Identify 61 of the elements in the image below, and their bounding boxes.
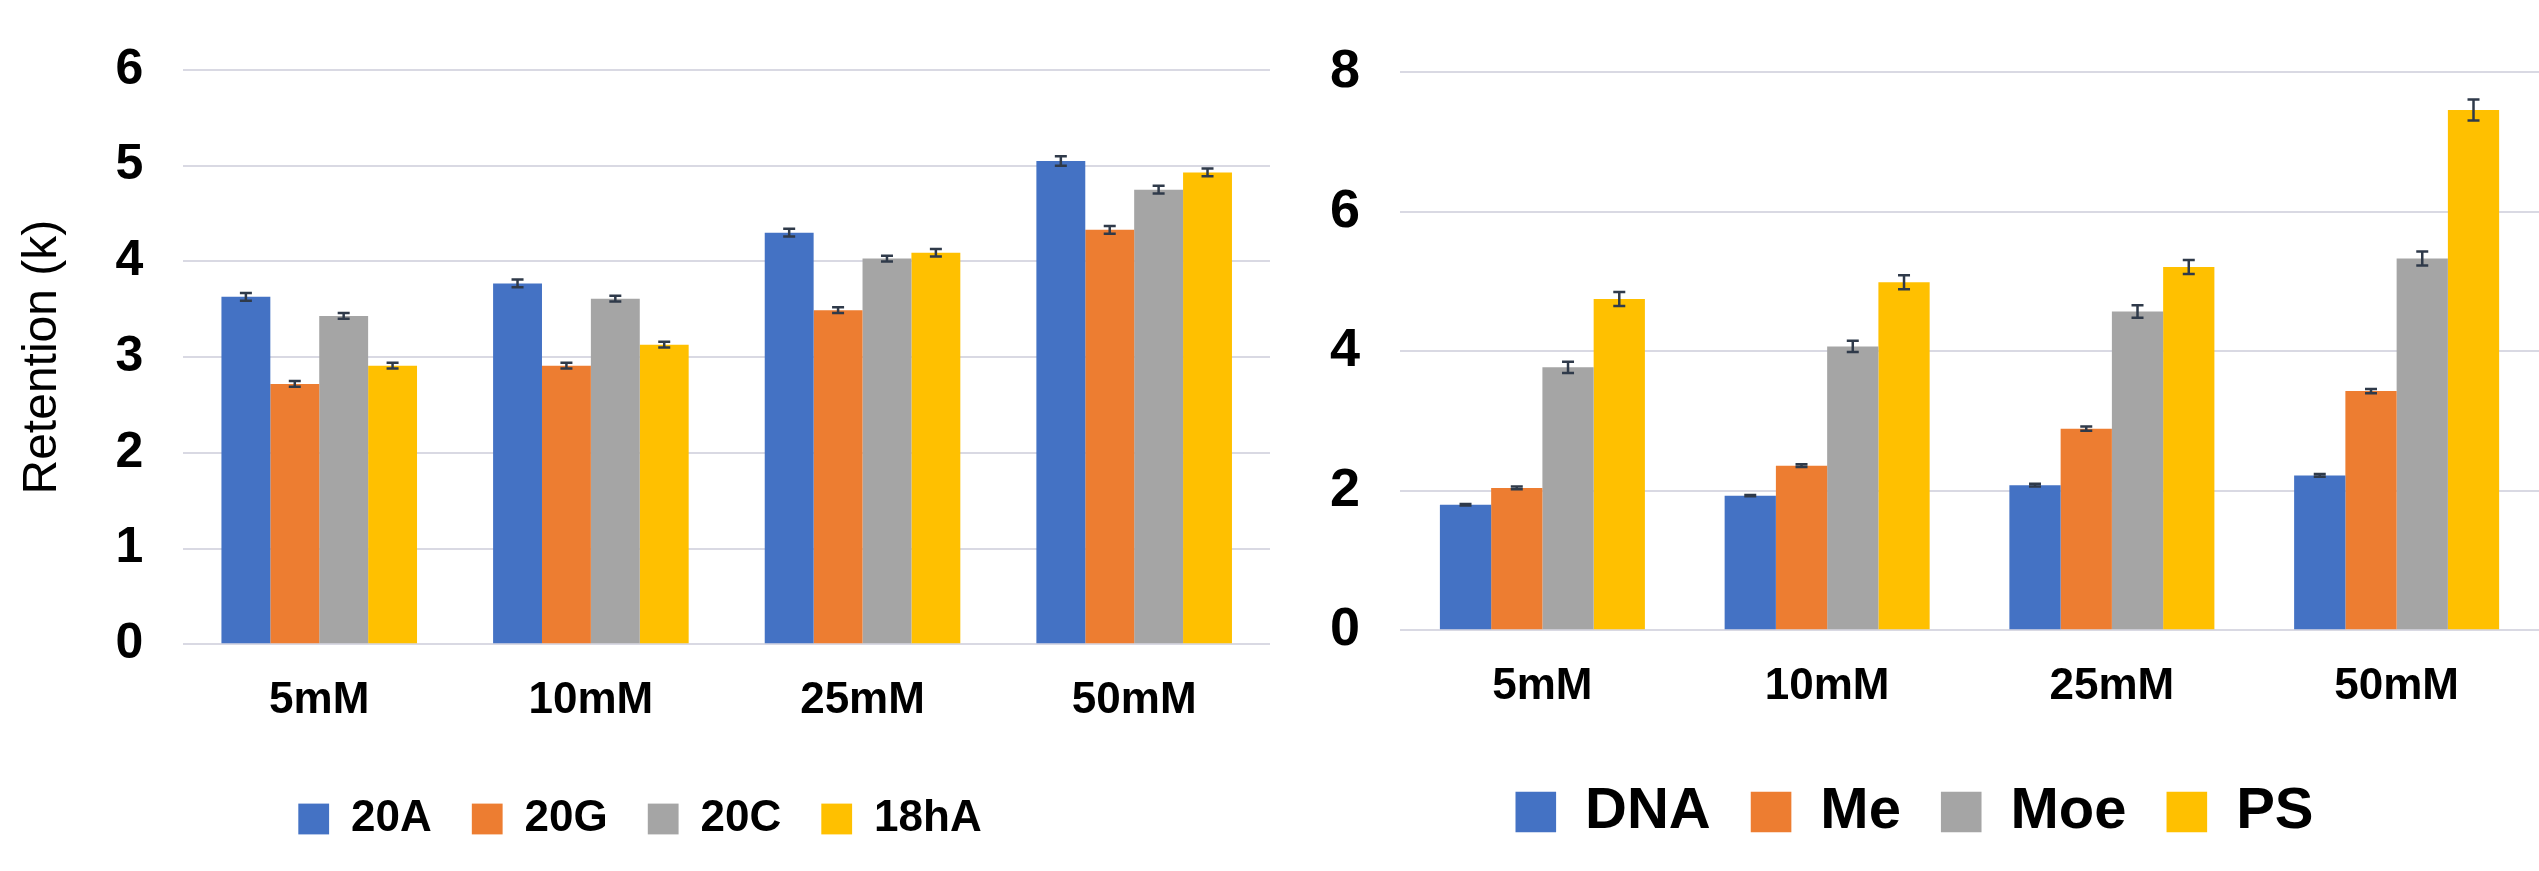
bar bbox=[541, 365, 591, 644]
x-tick-label: 10mM bbox=[1764, 658, 1890, 708]
y-tick-label: 0 bbox=[115, 612, 144, 669]
bar bbox=[2447, 110, 2500, 630]
bar bbox=[1542, 367, 1594, 630]
y-tick-label: 2 bbox=[115, 421, 144, 478]
bar bbox=[221, 296, 271, 644]
x-tick-label: 5mM bbox=[269, 672, 370, 722]
bar bbox=[1183, 172, 1232, 644]
y-tick-label: 8 bbox=[1329, 38, 1361, 99]
bar bbox=[1134, 189, 1184, 644]
x-tick-label: 50mM bbox=[1071, 672, 1197, 722]
x-tick-label: 25mM bbox=[2049, 658, 2175, 708]
bar bbox=[764, 232, 814, 644]
bar bbox=[1593, 299, 1645, 630]
bar bbox=[911, 252, 961, 644]
bar bbox=[1775, 465, 1828, 630]
legend-label: Me bbox=[1820, 775, 1901, 840]
y-tick-label: 4 bbox=[1329, 317, 1361, 378]
legend-label: 20A bbox=[351, 791, 432, 841]
y-tick-label: 2 bbox=[1329, 456, 1361, 517]
y-tick-label: 5 bbox=[115, 134, 144, 191]
y-tick-label: 6 bbox=[115, 38, 144, 95]
y-tick-label: 4 bbox=[115, 230, 144, 287]
bar bbox=[2111, 311, 2164, 630]
y-tick-label: 0 bbox=[1329, 596, 1361, 657]
y-tick-label: 1 bbox=[115, 517, 144, 574]
bar bbox=[319, 315, 369, 644]
bar bbox=[2294, 475, 2346, 630]
y-tick-label: 3 bbox=[115, 325, 144, 382]
bar bbox=[1724, 495, 1776, 630]
bar bbox=[862, 258, 912, 644]
legend-label: Moe bbox=[2010, 775, 2127, 840]
bar bbox=[590, 298, 640, 644]
x-tick-label: 25mM bbox=[800, 672, 925, 722]
y-tick-label: 6 bbox=[1329, 177, 1361, 238]
bar bbox=[1878, 282, 1930, 630]
x-tick-label: 10mM bbox=[528, 672, 654, 722]
bar bbox=[2060, 428, 2112, 630]
bar bbox=[1085, 229, 1135, 644]
legend-label: DNA bbox=[1585, 775, 1711, 840]
legend-label: 20C bbox=[700, 791, 782, 841]
x-tick-label: 50mM bbox=[2334, 658, 2459, 708]
bar bbox=[1036, 160, 1086, 644]
y-axis-title: Retention (k) bbox=[13, 219, 67, 495]
bar bbox=[493, 283, 542, 644]
bar bbox=[2009, 485, 2061, 630]
legend-label: 18hA bbox=[874, 791, 982, 841]
bar bbox=[1827, 346, 1879, 630]
bar bbox=[2396, 258, 2448, 630]
x-tick-label: 5mM bbox=[1492, 658, 1593, 708]
bar bbox=[2345, 391, 2397, 630]
bar bbox=[368, 365, 418, 644]
bar bbox=[813, 310, 863, 644]
bar bbox=[1439, 504, 1492, 630]
legend-label: 20G bbox=[524, 791, 608, 841]
bar bbox=[270, 383, 320, 644]
legend-label: PS bbox=[2236, 775, 2314, 840]
bar bbox=[1491, 487, 1543, 630]
bar bbox=[2163, 266, 2215, 630]
bar bbox=[639, 344, 689, 644]
